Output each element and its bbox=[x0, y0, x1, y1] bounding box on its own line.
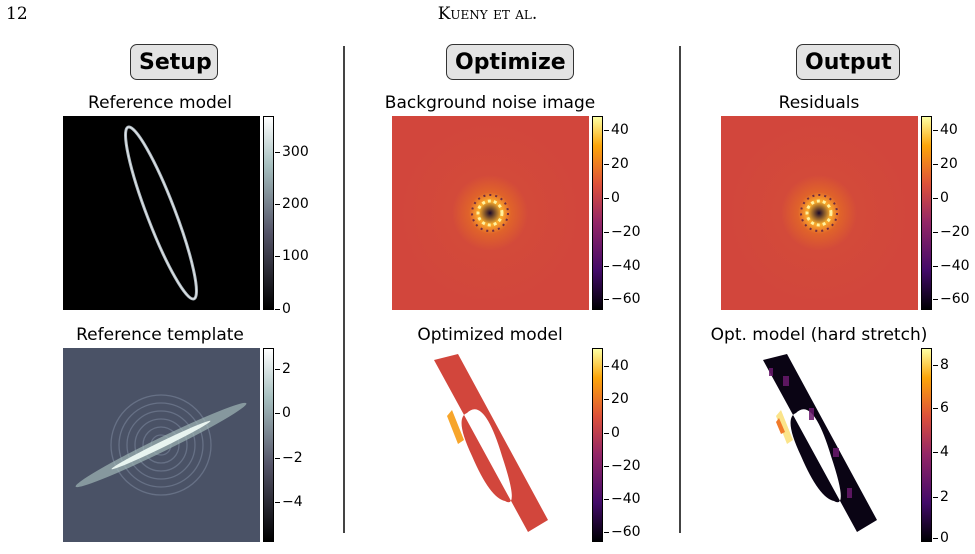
hard-tick-8: 8 bbox=[933, 357, 949, 373]
optimized-model-colorbar bbox=[592, 348, 603, 542]
output-badge: Output bbox=[796, 44, 900, 80]
bg-noise-tick-neg60: −60 bbox=[604, 291, 641, 307]
reference-model-image bbox=[63, 116, 260, 310]
opt-model-tick-neg40: −40 bbox=[604, 491, 641, 507]
residuals-image bbox=[721, 116, 918, 310]
reference-template-image bbox=[63, 348, 260, 542]
background-noise-title: Background noise image bbox=[384, 93, 596, 113]
residuals-title: Residuals bbox=[778, 93, 860, 113]
setup-badge: Setup bbox=[130, 44, 218, 80]
hard-tick-2: 2 bbox=[933, 489, 949, 505]
opt-model-tick-40: 40 bbox=[604, 358, 629, 374]
reference-model-title: Reference model bbox=[88, 93, 232, 113]
residuals-tick-neg20: −20 bbox=[933, 224, 970, 240]
hard-tick-0: 0 bbox=[933, 530, 949, 546]
opt-model-tick-20: 20 bbox=[604, 391, 629, 407]
ref-template-tick-neg4: −4 bbox=[275, 494, 303, 510]
optimized-model-image bbox=[392, 348, 589, 542]
page-number: 12 bbox=[6, 4, 28, 24]
residuals-tick-0: 0 bbox=[933, 190, 949, 206]
ref-model-tick-0: 0 bbox=[275, 301, 291, 317]
running-head-authors: Kueny et al. bbox=[437, 4, 538, 24]
column-divider-2 bbox=[679, 46, 681, 533]
hard-tick-6: 6 bbox=[933, 400, 949, 416]
optimize-badge: Optimize bbox=[446, 44, 574, 80]
bg-noise-tick-20: 20 bbox=[604, 156, 629, 172]
reference-template-colorbar bbox=[263, 348, 274, 542]
opt-model-tick-neg60: −60 bbox=[604, 524, 641, 540]
bg-noise-tick-neg20: −20 bbox=[604, 224, 641, 240]
residuals-tick-neg40: −40 bbox=[933, 258, 970, 274]
column-divider-1 bbox=[343, 46, 345, 533]
ref-template-tick-2: 2 bbox=[275, 361, 291, 377]
hard-tick-4: 4 bbox=[933, 444, 949, 460]
bg-noise-tick-neg40: −40 bbox=[604, 258, 641, 274]
background-noise-image bbox=[392, 116, 589, 310]
ref-template-tick-0: 0 bbox=[275, 405, 291, 421]
opt-model-tick-0: 0 bbox=[604, 425, 620, 441]
ref-model-tick-200: 200 bbox=[275, 196, 309, 212]
optimized-model-title: Optimized model bbox=[417, 325, 563, 345]
background-noise-colorbar bbox=[592, 116, 603, 310]
opt-model-hard-stretch-title: Opt. model (hard stretch) bbox=[710, 325, 928, 345]
ref-model-tick-100: 100 bbox=[275, 248, 309, 264]
reference-template-title: Reference template bbox=[76, 325, 244, 345]
opt-model-tick-neg20: −20 bbox=[604, 458, 641, 474]
residuals-colorbar bbox=[921, 116, 932, 310]
bg-noise-tick-0: 0 bbox=[604, 190, 620, 206]
reference-model-colorbar bbox=[263, 116, 274, 310]
bg-noise-tick-40: 40 bbox=[604, 122, 629, 138]
residuals-tick-20: 20 bbox=[933, 156, 958, 172]
residuals-tick-40: 40 bbox=[933, 122, 958, 138]
opt-model-hard-stretch-colorbar bbox=[921, 348, 932, 542]
residuals-tick-neg60: −60 bbox=[933, 291, 970, 307]
opt-model-hard-stretch-image bbox=[721, 348, 918, 542]
ref-model-tick-300: 300 bbox=[275, 144, 309, 160]
ref-template-tick-neg2: −2 bbox=[275, 450, 303, 466]
